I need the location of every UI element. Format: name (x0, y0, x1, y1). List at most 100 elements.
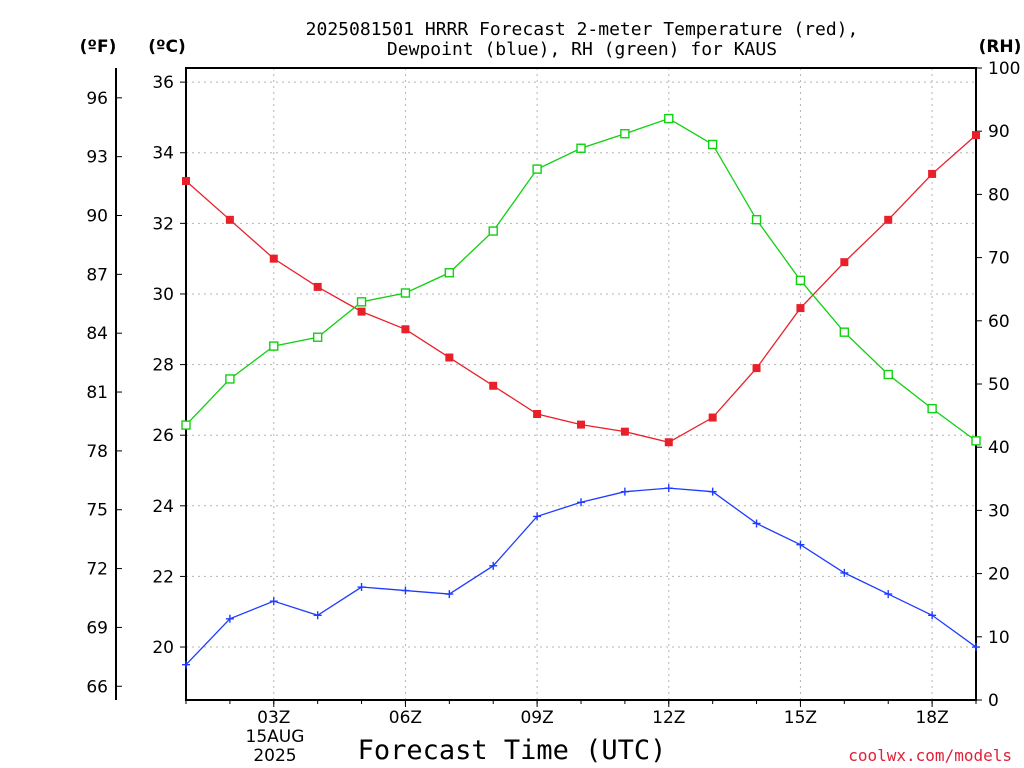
unit-rh-label: (RH) (979, 37, 1022, 57)
temperature-point (796, 304, 805, 313)
dewpoint-point (401, 586, 410, 595)
rh-point (795, 275, 806, 286)
x-tick-label: 09Z (520, 708, 553, 728)
x-axis-title: Forecast Time (UTC) (358, 735, 667, 766)
rh-point (269, 341, 279, 351)
dewpoint-point (269, 597, 278, 606)
dewpoint-point (664, 484, 673, 493)
celsius-tick-label: 36 (152, 73, 174, 93)
dewpoint-point (313, 611, 322, 620)
temperature-point (664, 438, 673, 447)
date-label-year: 2025 (253, 746, 296, 766)
rh-tick-label: 30 (988, 501, 1010, 521)
fahrenheit-tick-label: 78 (86, 442, 108, 462)
x-tick-label: 12Z (652, 708, 685, 728)
dewpoint-point (357, 583, 366, 592)
x-tick-label: 18Z (915, 708, 948, 728)
temperature-point (357, 307, 366, 316)
grid-layer (186, 68, 976, 700)
dewpoint-point (225, 614, 234, 623)
x-tick-label: 15Z (784, 708, 817, 728)
dewpoint-point (708, 487, 717, 496)
rh-tick-label: 60 (988, 312, 1010, 332)
fahrenheit-tick-label: 96 (86, 89, 108, 109)
temperature-point (928, 169, 937, 178)
rh-tick-label: 40 (988, 438, 1010, 458)
source-credit: coolwx.com/models (848, 746, 1012, 765)
celsius-tick-label: 32 (152, 214, 174, 234)
unit-celsius-label: (ºC) (148, 37, 186, 57)
plot-frame (185, 67, 977, 701)
temperature-series (182, 131, 980, 447)
dewpoint-point (752, 519, 761, 528)
rh-point (927, 403, 937, 414)
rh-point (576, 143, 586, 153)
rh-point (400, 288, 411, 298)
dewpoint-point (577, 498, 585, 507)
dewpoint-point (533, 512, 542, 521)
celsius-tick-label: 28 (152, 356, 174, 376)
fahrenheit-tick-label: 66 (86, 677, 108, 697)
rh-point (532, 164, 542, 174)
celsius-tick-label: 24 (152, 497, 174, 517)
fahrenheit-tick-label: 72 (86, 560, 108, 580)
unit-fahrenheit-label: (ºF) (80, 37, 117, 57)
dewpoint-series (182, 484, 980, 669)
temperature-point (225, 215, 234, 224)
temperature-point (445, 353, 454, 362)
dewpoint-line (185, 487, 977, 666)
dewpoint-point (445, 590, 454, 599)
rh-tick-label: 90 (988, 122, 1010, 142)
temperature-point (840, 258, 849, 267)
rh-point (620, 129, 630, 139)
temperature-point (708, 413, 717, 422)
rh-tick-label: 20 (988, 565, 1010, 585)
rh-point (488, 226, 498, 236)
tick-layer: 20 22 24 26 28 30 32 34 36 66 69 72 75 78 81 84 87 90 93 96… (86, 59, 1020, 728)
dewpoint-point (884, 590, 893, 599)
temperature-line (185, 134, 977, 443)
rh-point (312, 332, 323, 342)
temperature-point (401, 325, 410, 334)
dewpoint-point (182, 660, 190, 669)
rh-point (707, 139, 718, 150)
rh-point (356, 297, 367, 307)
fahrenheit-tick-label: 87 (86, 265, 108, 285)
celsius-tick-label: 34 (152, 144, 174, 164)
temperature-point (182, 176, 190, 185)
temperature-point (577, 420, 585, 429)
temperature-point (313, 282, 322, 291)
dewpoint-point (489, 561, 498, 570)
rh-tick-label: 70 (988, 249, 1010, 269)
temperature-point (752, 364, 761, 373)
temperature-point (884, 215, 893, 224)
rh-point (883, 369, 893, 380)
temperature-point (972, 131, 980, 140)
rh-tick-label: 80 (988, 185, 1010, 205)
rh-point (839, 327, 850, 337)
celsius-tick-label: 22 (152, 567, 174, 587)
temperature-point (489, 381, 498, 390)
x-tick-label: 03Z (257, 708, 290, 728)
dewpoint-point (620, 487, 629, 496)
rh-point (181, 420, 191, 430)
celsius-tick-label: 26 (152, 426, 174, 446)
chart-title-line1: 2025081501 HRRR Forecast 2-meter Tempera… (306, 19, 859, 40)
rh-point (664, 113, 674, 124)
celsius-tick-label: 30 (152, 285, 174, 305)
rh-point (444, 268, 455, 278)
rh-point (225, 374, 235, 384)
fahrenheit-tick-label: 90 (86, 207, 108, 227)
rh-point (971, 436, 981, 446)
temperature-point (620, 427, 629, 436)
rh-series (181, 113, 981, 446)
rh-tick-label: 10 (988, 628, 1010, 648)
rh-tick-label: 100 (988, 59, 1020, 79)
dewpoint-point (796, 540, 805, 549)
x-tick-label: 06Z (389, 708, 422, 728)
rh-tick-label: 50 (988, 375, 1010, 395)
dewpoint-point (840, 568, 849, 577)
dewpoint-point (928, 611, 937, 620)
temperature-point (269, 254, 278, 263)
